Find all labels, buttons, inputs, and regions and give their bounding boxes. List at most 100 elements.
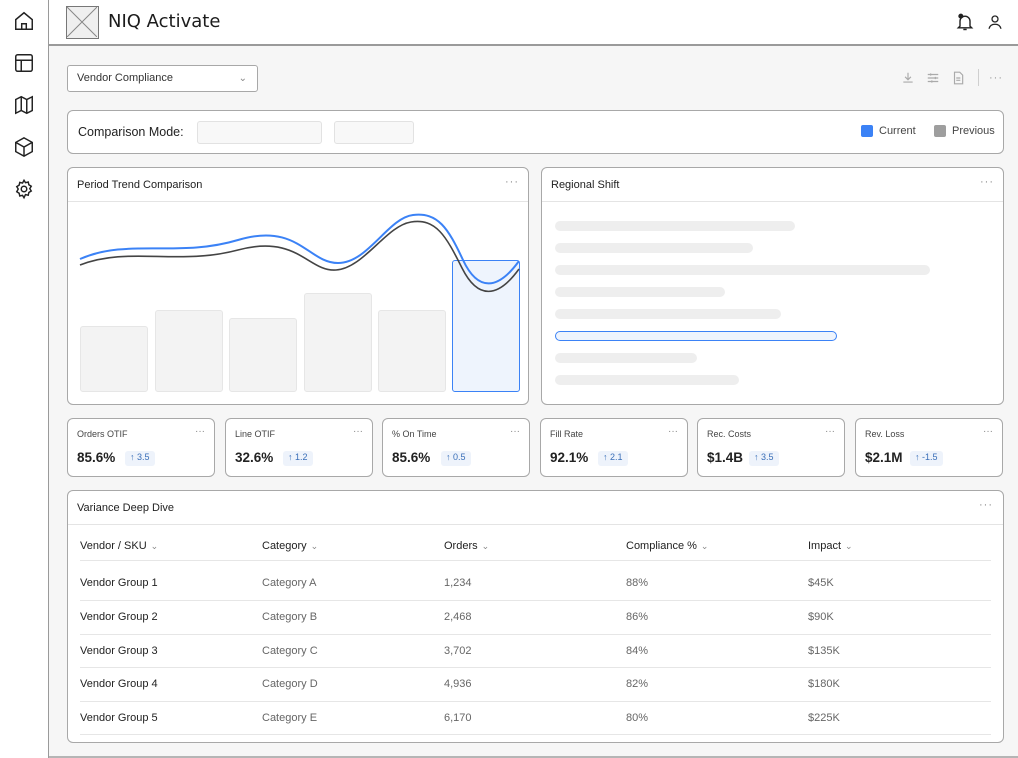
kpi-card-line-otif[interactable]: Line OTIF ··· 32.6% ↑ 1.2 <box>225 418 373 477</box>
period-trend-panel: Period Trend Comparison ··· <box>67 167 529 405</box>
kpi-card-rev-loss[interactable]: Rev. Loss ··· $2.1M ↑ -1.5 <box>855 418 1003 477</box>
kpi-card-fill-rate[interactable]: Fill Rate ··· 92.1% ↑ 2.1 <box>540 418 688 477</box>
bar-placeholder <box>378 310 446 392</box>
column-header-orders[interactable]: Orders ⌄ <box>444 540 489 552</box>
kpi-label: Fill Rate <box>550 429 584 439</box>
current-trend-line <box>79 213 520 285</box>
legend-previous-label: Previous <box>952 125 995 137</box>
box-icon[interactable] <box>11 134 37 160</box>
legend-previous-swatch <box>934 125 946 137</box>
table-cell: Category B <box>262 611 318 623</box>
region-bar-placeholder <box>555 287 725 297</box>
filter-sliders-icon[interactable] <box>925 70 941 86</box>
table-cell: $180K <box>808 678 840 690</box>
kpi-value: 32.6% <box>235 450 274 465</box>
kpi-value: 85.6% <box>392 450 431 465</box>
sidebar <box>0 0 49 758</box>
kpi-card-on-time[interactable]: % On Time ··· 85.6% ↑ 0.5 <box>382 418 530 477</box>
period-trend-more-button[interactable]: ··· <box>505 176 519 188</box>
table-cell: 84% <box>626 645 649 657</box>
kpi-more-button[interactable]: ··· <box>195 426 205 437</box>
layout-icon[interactable] <box>11 50 37 76</box>
kpi-value: 85.6% <box>77 450 116 465</box>
row-divider <box>80 600 991 601</box>
bar-placeholder <box>229 318 297 392</box>
region-bar-placeholder <box>555 243 753 253</box>
row-divider <box>80 634 991 635</box>
map-icon[interactable] <box>11 92 37 118</box>
download-icon[interactable] <box>900 70 916 86</box>
document-icon[interactable] <box>950 70 966 86</box>
table-cell: $45K <box>808 577 834 589</box>
table-cell: 6,170 <box>444 712 472 724</box>
bar-placeholder <box>155 310 223 392</box>
kpi-more-button[interactable]: ··· <box>353 426 363 437</box>
kpi-more-button[interactable]: ··· <box>510 426 520 437</box>
row-divider <box>80 701 991 702</box>
kpi-value: 92.1% <box>550 450 589 465</box>
table-cell: $135K <box>808 645 840 657</box>
variance-table-panel: Variance Deep Dive ··· Vendor / SKU ⌄ Cat… <box>67 490 1004 743</box>
table-cell: Category E <box>262 712 318 724</box>
kpi-card-rec-costs[interactable]: Rec. Costs ··· $1.4B ↑ 3.5 <box>697 418 845 477</box>
chevron-down-icon: ⌄ <box>310 541 319 551</box>
report-dropdown[interactable]: Vendor Compliance ⌄ <box>67 65 258 92</box>
chevron-down-icon: ⌄ <box>150 541 159 551</box>
chevron-down-icon: ⌄ <box>845 541 853 551</box>
user-icon[interactable] <box>984 11 1006 33</box>
kpi-card-orders-otif[interactable]: Orders OTIF ··· 85.6% ↑ 3.5 <box>67 418 215 477</box>
bar-placeholder <box>304 293 372 392</box>
top-bar: NIQ Activate <box>49 0 1018 46</box>
variance-table-more-button[interactable]: ··· <box>979 499 993 511</box>
legend-current-swatch <box>861 125 873 137</box>
legend-previous: Previous <box>934 125 995 137</box>
column-header-vendor[interactable]: Vendor / SKU ⌄ <box>80 540 158 552</box>
kpi-delta-badge: ↑ 3.5 <box>749 451 779 466</box>
notification-bell-icon[interactable] <box>954 11 976 33</box>
column-header-category[interactable]: Category ⌄ <box>262 540 318 552</box>
table-cell: Category C <box>262 645 318 657</box>
region-bar-highlighted[interactable] <box>555 331 837 341</box>
logo-placeholder <box>66 6 99 39</box>
column-header-impact[interactable]: Impact ⌄ <box>808 540 853 552</box>
home-icon[interactable] <box>11 8 37 34</box>
period-trend-title: Period Trend Comparison <box>77 179 203 191</box>
table-cell: 86% <box>626 611 649 623</box>
column-header-compliance[interactable]: Compliance % ⌄ <box>626 540 708 552</box>
kpi-more-button[interactable]: ··· <box>668 426 678 437</box>
app-title: NIQ Activate <box>108 11 221 32</box>
legend-current-label: Current <box>879 125 916 137</box>
row-divider <box>80 734 991 735</box>
table-cell: 88% <box>626 577 649 589</box>
more-icon[interactable]: ··· <box>989 72 1003 84</box>
trend-lines-chart <box>79 213 520 293</box>
kpi-label: Line OTIF <box>235 429 276 439</box>
kpi-label: % On Time <box>392 429 437 439</box>
panel-divider <box>68 201 528 202</box>
table-cell: 80% <box>626 712 649 724</box>
comparison-period-b-input[interactable] <box>334 121 414 144</box>
panel-divider <box>542 201 1003 202</box>
table-cell: Category A <box>262 577 317 589</box>
chevron-down-icon: ⌄ <box>481 541 490 551</box>
region-bar-placeholder <box>555 353 697 363</box>
column-header-label: Impact <box>808 540 842 552</box>
table-cell: $225K <box>808 712 840 724</box>
kpi-more-button[interactable]: ··· <box>825 426 835 437</box>
table-cell: 2,468 <box>444 611 472 623</box>
column-header-label: Vendor / SKU <box>80 540 147 552</box>
table-cell: Vendor Group 4 <box>80 678 158 690</box>
toolbar-separator <box>978 69 979 86</box>
region-bar-placeholder <box>555 221 795 231</box>
table-cell: Vendor Group 3 <box>80 645 158 657</box>
region-bar-placeholder <box>555 309 781 319</box>
column-header-label: Orders <box>444 540 478 552</box>
regional-shift-more-button[interactable]: ··· <box>980 176 994 188</box>
table-cell: Category D <box>262 678 318 690</box>
table-cell: 82% <box>626 678 649 690</box>
settings-icon[interactable] <box>11 176 37 202</box>
kpi-more-button[interactable]: ··· <box>983 426 993 437</box>
region-bar-placeholder <box>555 265 930 275</box>
chevron-down-icon: ⌄ <box>238 73 247 84</box>
comparison-period-a-input[interactable] <box>197 121 322 144</box>
